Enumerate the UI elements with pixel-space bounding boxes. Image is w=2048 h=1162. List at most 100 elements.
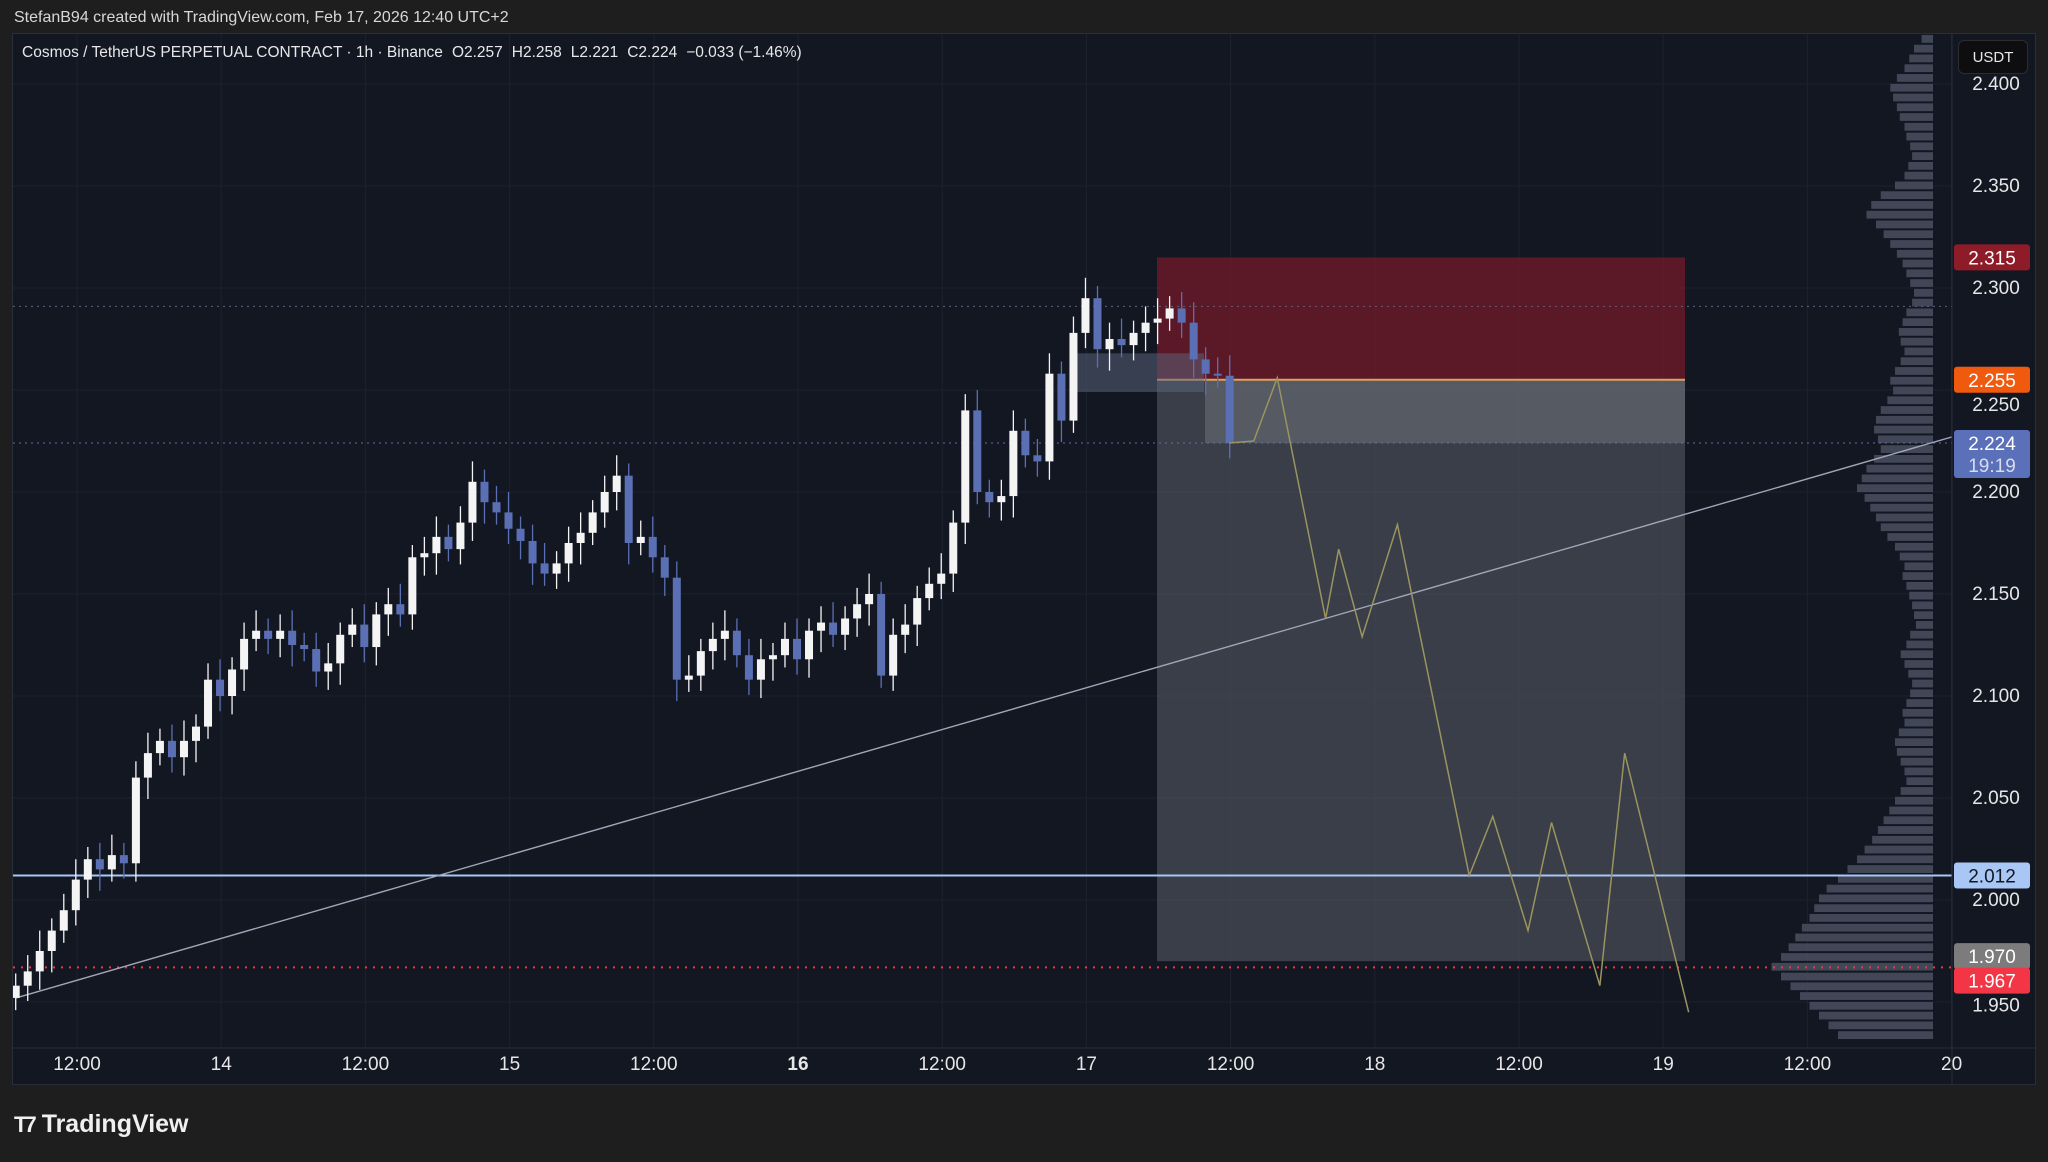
time-tick-label: 12:00 [1207, 1054, 1255, 1075]
price-tick-label: 1.950 [1972, 996, 2020, 1017]
volume-profile-bar [1906, 699, 1933, 707]
volume-profile-bar [1910, 630, 1933, 639]
volume-profile-bar [1906, 777, 1933, 786]
volume-profile-bar [1906, 308, 1933, 317]
tradingview-logo-icon: T7 [14, 1111, 37, 1137]
volume-profile-bar [1814, 904, 1933, 913]
volume-profile-bar [1904, 562, 1933, 571]
candle-body [829, 622, 838, 635]
candle-body [516, 528, 525, 541]
target-price-label: 1.970 [1968, 947, 2016, 968]
ohlc-close: C2.224 [627, 44, 678, 61]
candle-body [1009, 430, 1018, 497]
candle-body [468, 481, 477, 523]
countdown-label: 19:19 [1968, 456, 2016, 477]
volume-profile-bar [1857, 855, 1933, 864]
volume-profile-bar [1874, 425, 1933, 434]
time-tick-label: 14 [211, 1054, 233, 1075]
volume-profile-bar [1857, 484, 1933, 493]
volume-profile-bar [1900, 787, 1933, 795]
volume-profile-bar [1781, 972, 1933, 981]
plot-area [13, 34, 1952, 1048]
candle-body [1153, 318, 1162, 323]
volume-profile-bar [1887, 533, 1933, 541]
volume-profile-bar [1921, 35, 1933, 43]
volume-profile-bar [1838, 1031, 1933, 1039]
candle-body [540, 563, 549, 574]
volume-profile-bar [1788, 943, 1933, 952]
candle-body [528, 540, 537, 564]
candle-body [143, 753, 152, 778]
candle-body [877, 594, 886, 676]
volume-profile-bar [1880, 406, 1933, 414]
time-tick-label: 16 [787, 1054, 808, 1075]
volume-profile-bar [1795, 933, 1933, 942]
time-tick-label: 12:00 [1495, 1054, 1543, 1075]
currency-unit-button[interactable]: USDT [1958, 40, 2028, 74]
candle-body [324, 663, 333, 672]
volume-profile-bar [1887, 396, 1933, 405]
volume-profile-bar [1902, 572, 1933, 580]
candle-body [336, 634, 345, 664]
candle-body [648, 536, 657, 558]
volume-profile-bar [1883, 230, 1933, 239]
candle-body [1225, 375, 1234, 444]
volume-profile-bar [1908, 669, 1933, 678]
short-position-target-zone [1157, 379, 1685, 962]
candle-body [973, 410, 982, 492]
logo-text: TradingView [41, 1110, 189, 1138]
volume-profile-bar [1847, 865, 1933, 873]
candle-body [612, 475, 621, 492]
volume-profile-bar [1838, 874, 1933, 883]
time-tick-label: 15 [499, 1054, 520, 1075]
time-tick-label: 17 [1076, 1054, 1097, 1075]
volume-profile-bar [1809, 914, 1933, 922]
candle-body [420, 553, 429, 558]
candle-body [1057, 373, 1066, 421]
candle-body [312, 649, 321, 672]
volume-profile-bar [1899, 113, 1933, 121]
candle-body [756, 659, 765, 680]
candle-body [396, 604, 405, 615]
volume-profile-bar [1910, 689, 1933, 698]
candle-body [889, 634, 898, 676]
volume-profile-bar [1819, 894, 1933, 903]
candle-body [131, 777, 140, 864]
candle-body [708, 638, 717, 652]
volume-profile-bar [1771, 962, 1933, 971]
candle-body [1129, 332, 1138, 346]
volume-profile-bar [1900, 337, 1933, 346]
chart-panel[interactable] [12, 33, 2036, 1085]
candle-body [588, 512, 597, 533]
tradingview-logo[interactable]: T7 TradingView [14, 1110, 189, 1139]
volume-profile-bar [1809, 1001, 1933, 1010]
candle-body [985, 492, 994, 503]
symbol-legend: Cosmos / TetherUS PERPETUAL CONTRACT · 1… [22, 44, 811, 62]
candle-body [119, 855, 128, 864]
candle-body [805, 630, 814, 660]
volume-profile-bar [1866, 210, 1933, 219]
volume-profile-bar [1800, 992, 1933, 1000]
symbol-title[interactable]: Cosmos / TetherUS PERPETUAL CONTRACT · 1… [22, 44, 443, 61]
current-price-label-bg [1954, 430, 2030, 479]
current-price-label: 2.224 [1968, 434, 2016, 455]
volume-profile-bar [1864, 845, 1933, 854]
level-price-label: 2.012 [1968, 867, 2016, 888]
candle-body [59, 910, 68, 931]
candle-body [744, 655, 753, 680]
volume-profile-bar [1902, 708, 1933, 717]
candle-body [961, 410, 970, 523]
stop-level-price-label-bg [1954, 967, 2030, 994]
volume-profile-bar [1880, 191, 1933, 200]
volume-profile-bar [1906, 640, 1933, 649]
candle-body [841, 618, 850, 635]
volume-profile-bar [1914, 611, 1933, 620]
volume-profile-bar [1895, 181, 1933, 190]
volume-profile-bar [1906, 269, 1933, 278]
volume-profile-bar [1895, 738, 1933, 746]
volume-profile-bar [1908, 161, 1933, 170]
volume-profile-bar [1896, 103, 1933, 112]
candle-body [107, 855, 116, 870]
candle-body [71, 879, 80, 911]
